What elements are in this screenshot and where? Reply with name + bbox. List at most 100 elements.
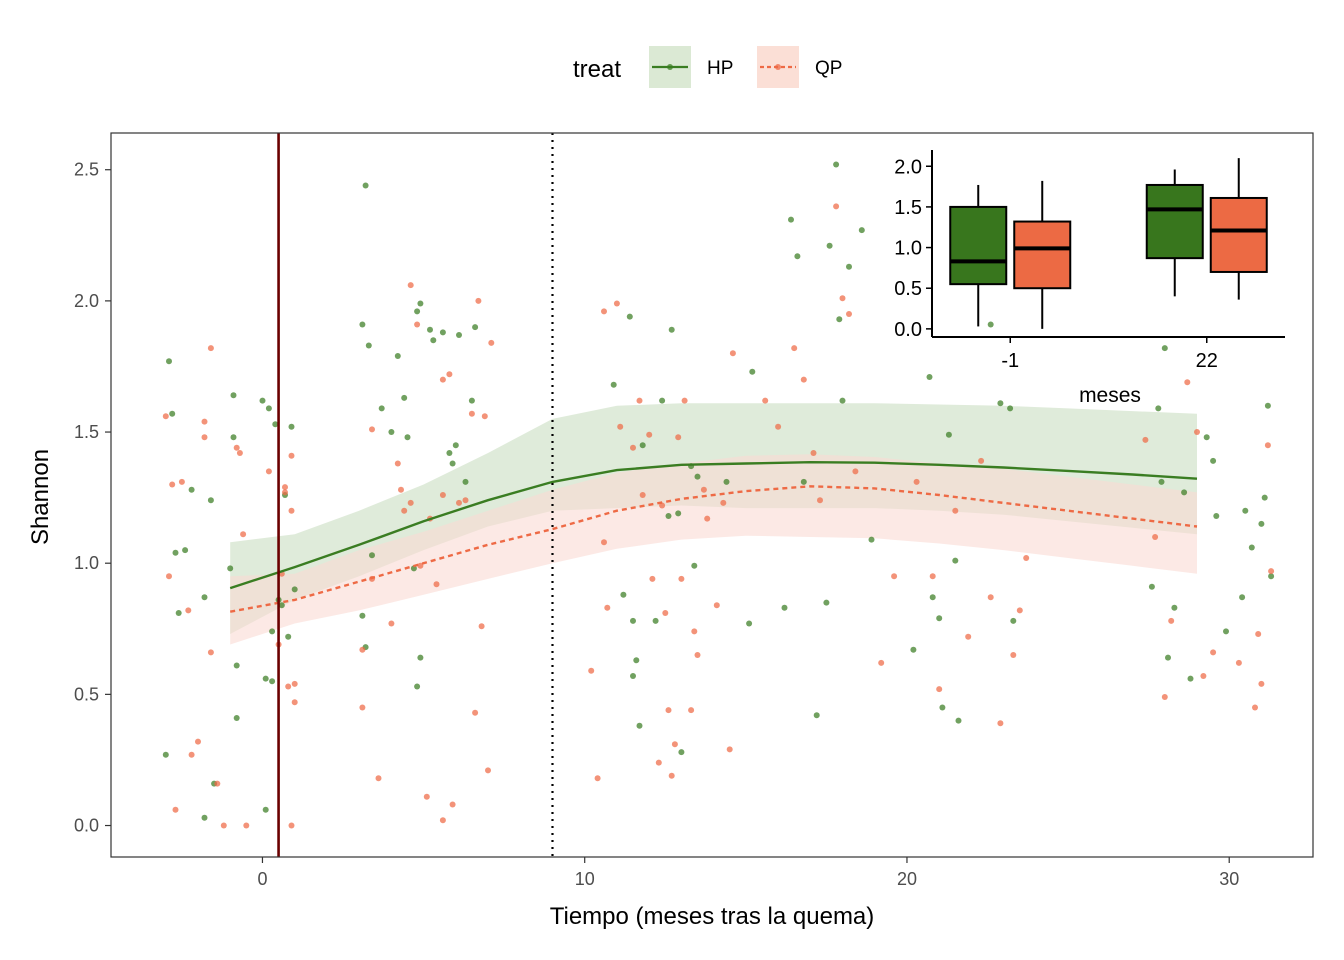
point-qp xyxy=(913,478,920,485)
point-qp xyxy=(220,822,227,829)
point-qp xyxy=(488,339,495,346)
point-hp xyxy=(691,562,698,569)
inset-x-tick-label: 22 xyxy=(1196,350,1218,372)
point-qp xyxy=(1184,379,1191,386)
point-hp xyxy=(410,565,417,572)
inset-axes: 0.0 0.5 1.0 1.5 2.0 -1 22 xyxy=(894,150,1285,372)
point-hp xyxy=(694,473,701,480)
inset-y-tick-label: 2.0 xyxy=(894,156,922,178)
point-hp xyxy=(233,715,240,721)
point-qp xyxy=(987,594,994,601)
point-hp xyxy=(788,216,794,223)
reference-lines xyxy=(277,133,554,857)
point-qp xyxy=(817,497,823,504)
point-hp xyxy=(230,434,237,441)
point-qp xyxy=(166,573,172,580)
point-hp xyxy=(1264,402,1271,409)
point-hp xyxy=(746,620,753,627)
point-hp xyxy=(826,242,833,249)
point-qp xyxy=(288,452,295,459)
point-hp xyxy=(794,253,801,260)
point-hp xyxy=(1161,345,1168,352)
point-qp xyxy=(359,646,366,653)
ribbon-hp xyxy=(230,403,1197,634)
point-hp xyxy=(291,586,298,593)
point-qp xyxy=(726,746,733,753)
legend: treat HP QP xyxy=(573,46,842,88)
inset-boxes xyxy=(949,158,1268,329)
point-hp xyxy=(472,324,479,331)
point-hp xyxy=(781,604,788,611)
point-hp xyxy=(839,397,846,404)
point-qp xyxy=(288,822,295,829)
trend-line-hp xyxy=(229,460,1198,590)
point-hp xyxy=(678,749,685,756)
point-hp xyxy=(259,397,266,404)
point-qp xyxy=(475,297,482,304)
point-qp xyxy=(1168,617,1175,624)
point-qp xyxy=(291,699,298,706)
point-hp xyxy=(452,442,459,449)
x-tick-label: 30 xyxy=(1219,869,1239,889)
point-hp xyxy=(939,704,946,711)
point-hp xyxy=(1242,507,1249,514)
point-qp xyxy=(762,397,769,404)
point-qp xyxy=(265,468,272,475)
point-hp xyxy=(1007,405,1014,412)
point-qp xyxy=(439,817,446,824)
point-hp xyxy=(265,405,272,412)
point-hp xyxy=(858,227,865,234)
point-qp xyxy=(852,468,859,475)
point-qp xyxy=(201,418,208,425)
point-qp xyxy=(169,481,176,488)
box-hp xyxy=(1145,183,1204,260)
trend-lines xyxy=(229,460,1198,613)
point-qp xyxy=(891,573,898,580)
point-hp xyxy=(378,405,385,412)
point-hp xyxy=(868,536,875,543)
point-hp xyxy=(169,410,176,417)
point-hp xyxy=(401,394,408,401)
point-hp xyxy=(665,513,672,519)
y-tick-label: 1.5 xyxy=(74,422,99,442)
y-tick-label: 0.5 xyxy=(74,684,99,704)
point-hp xyxy=(427,326,433,333)
point-hp xyxy=(668,326,675,333)
point-hp xyxy=(846,263,852,270)
point-hp xyxy=(162,751,169,758)
box-qp xyxy=(1013,220,1072,290)
point-qp xyxy=(594,775,601,782)
point-hp xyxy=(910,646,917,653)
point-hp xyxy=(633,657,640,664)
point-qp xyxy=(604,604,611,611)
points xyxy=(162,161,1275,829)
point-qp xyxy=(1016,607,1023,614)
point-hp xyxy=(659,397,666,404)
legend-title: treat xyxy=(573,56,621,83)
box-hp xyxy=(949,205,1008,286)
point-hp xyxy=(1181,489,1188,496)
point-hp xyxy=(823,599,830,606)
point-hp xyxy=(1213,513,1220,519)
point-qp xyxy=(691,628,698,635)
point-hp xyxy=(288,423,295,430)
legend-label-hp: HP xyxy=(707,58,733,79)
legend-key-qp-point xyxy=(775,64,781,70)
point-qp xyxy=(195,738,201,745)
point-hp xyxy=(188,486,195,493)
point-qp xyxy=(655,759,662,766)
point-hp xyxy=(636,722,643,729)
point-qp xyxy=(359,704,366,711)
point-hp xyxy=(675,510,682,517)
point-qp xyxy=(713,602,720,609)
point-qp xyxy=(282,484,288,491)
point-qp xyxy=(456,499,462,506)
inset-x-tick-label: -1 xyxy=(1001,350,1019,372)
point-hp xyxy=(926,374,933,380)
point-hp xyxy=(1261,494,1268,501)
point-hp xyxy=(175,610,182,616)
point-hp xyxy=(610,381,617,388)
x-axis-title: Tiempo (meses tras la quema) xyxy=(550,903,875,930)
point-qp xyxy=(207,649,214,656)
y-tick-label: 2.0 xyxy=(74,291,99,311)
